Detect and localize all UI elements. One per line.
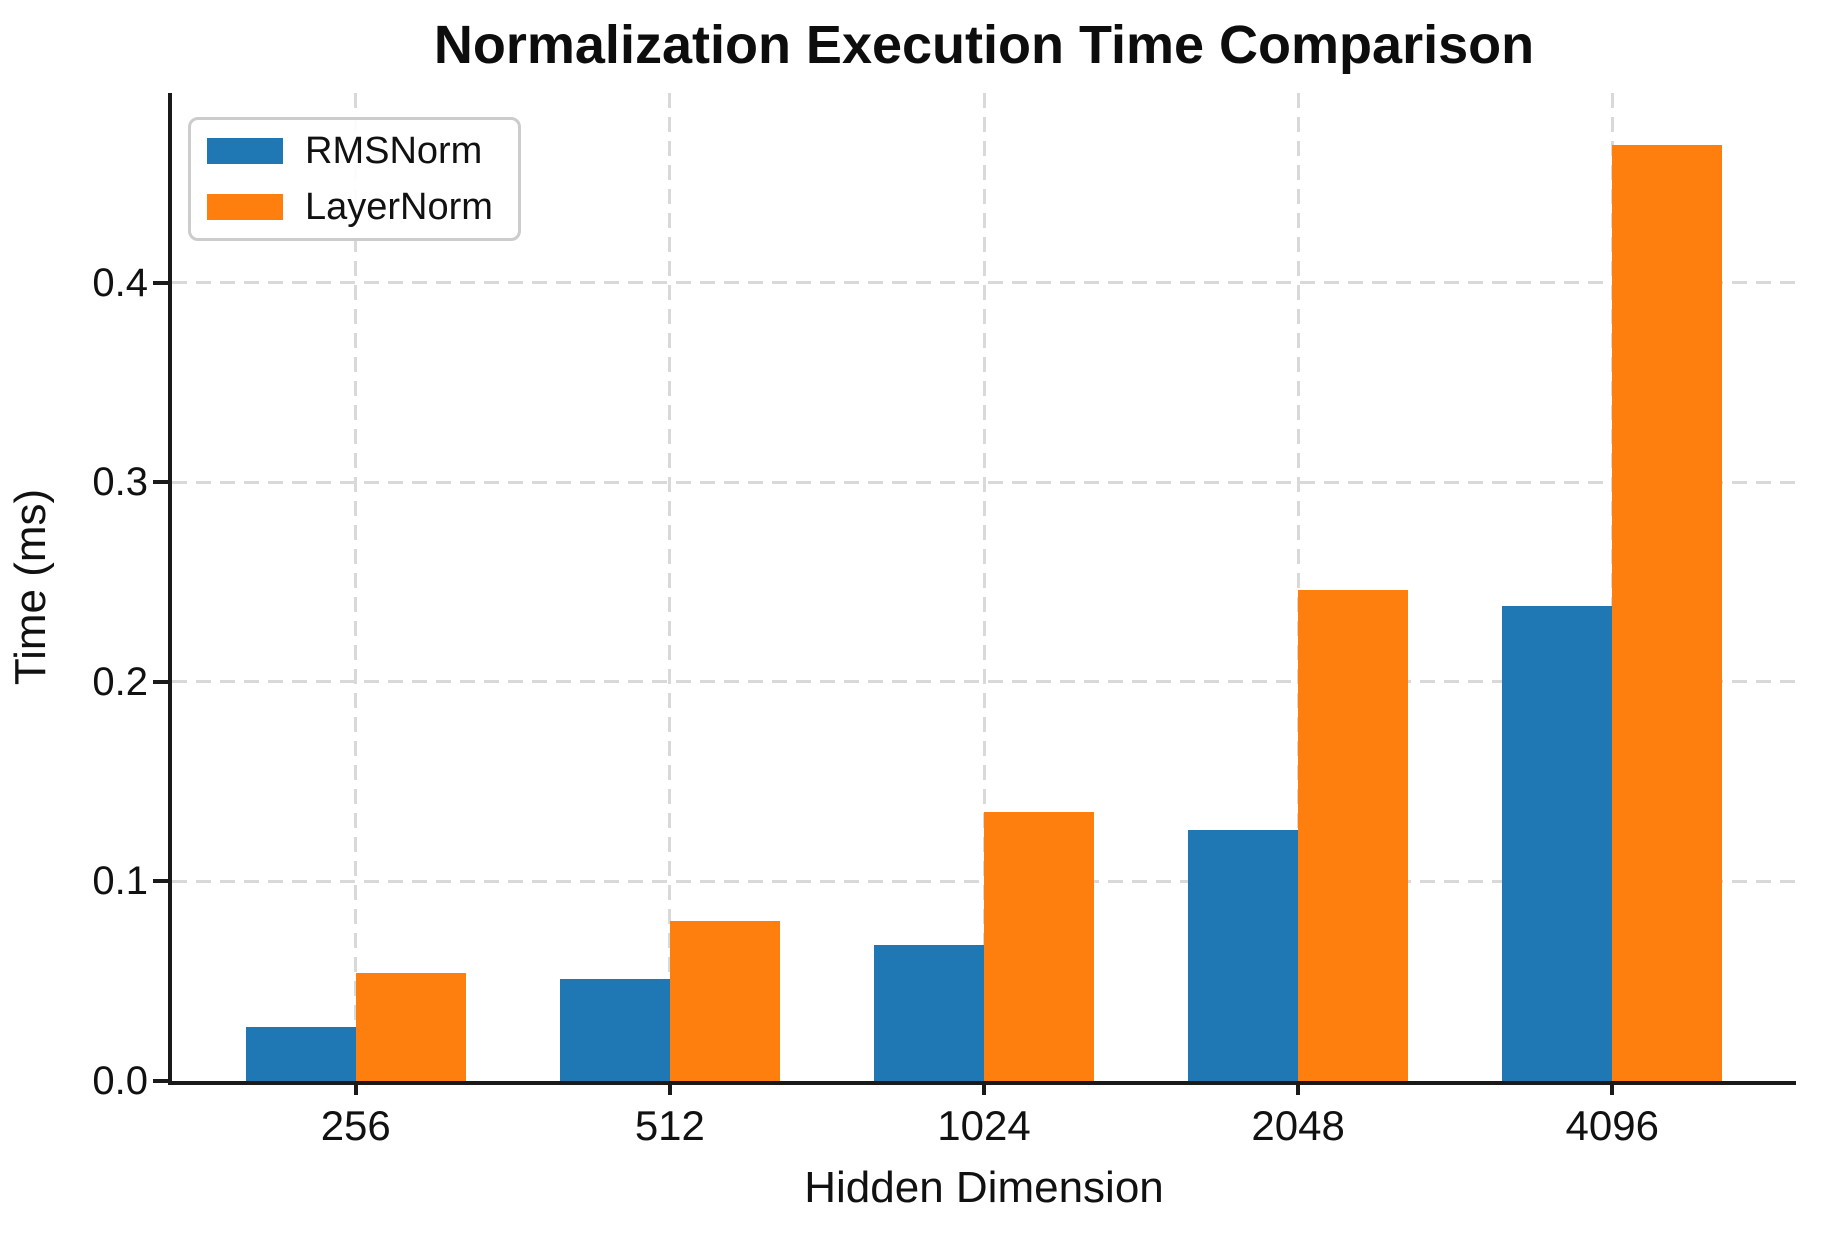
y-tick-mark — [153, 280, 168, 285]
chart-title: Normalization Execution Time Comparison — [433, 15, 1535, 75]
x-gridline — [982, 93, 986, 1081]
legend-entry-layernorm: LayerNorm — [207, 188, 518, 226]
y-tick-label: 0.4 — [92, 260, 148, 305]
x-tick-mark — [667, 1081, 672, 1095]
legend-swatch-layernorm — [207, 194, 283, 220]
x-gridline — [668, 93, 672, 1081]
legend-label: RMSNorm — [305, 130, 483, 172]
y-tick-mark — [153, 679, 168, 684]
bar-rmsnorm-512 — [559, 979, 670, 1081]
bar-layernorm-512 — [669, 921, 780, 1081]
bar-rmsnorm-4096 — [1502, 605, 1613, 1081]
y-tick-mark — [153, 879, 168, 884]
y-tick-label: 0.1 — [92, 859, 148, 904]
x-tick-label: 1024 — [937, 1102, 1031, 1149]
bar-layernorm-2048 — [1298, 589, 1409, 1081]
x-tick-mark — [1296, 1081, 1301, 1095]
bar-layernorm-1024 — [984, 811, 1094, 1081]
y-axis-title: Time (ms) — [6, 488, 55, 686]
y-tick-label: 0.3 — [92, 460, 148, 505]
x-gridline — [1296, 93, 1300, 1081]
bar-rmsnorm-2048 — [1188, 829, 1299, 1081]
x-tick-mark — [353, 1081, 358, 1095]
bar-rmsnorm-1024 — [874, 945, 984, 1081]
y-tick-label: 0.2 — [92, 659, 148, 704]
legend: RMSNorm LayerNorm — [188, 117, 521, 241]
bar-rmsnorm-256 — [245, 1027, 356, 1081]
y-axis-line — [168, 93, 172, 1085]
x-gridline — [354, 93, 358, 1081]
x-tick-mark — [982, 1081, 986, 1095]
x-tick-label: 4096 — [1565, 1102, 1659, 1149]
x-tick-mark — [1610, 1081, 1615, 1095]
legend-label: LayerNorm — [305, 186, 493, 228]
x-tick-label: 256 — [320, 1102, 391, 1149]
x-tick-label: 2048 — [1251, 1102, 1345, 1149]
legend-swatch-rmsnorm — [207, 138, 283, 164]
y-tick-mark — [153, 1079, 168, 1083]
bar-layernorm-4096 — [1612, 144, 1723, 1081]
y-tick-label: 0.0 — [92, 1059, 148, 1103]
x-axis-title: Hidden Dimension — [804, 1163, 1164, 1212]
bar-layernorm-256 — [355, 973, 466, 1081]
y-tick-mark — [153, 480, 168, 485]
x-tick-label: 512 — [634, 1102, 705, 1149]
legend-entry-rmsnorm: RMSNorm — [207, 132, 518, 170]
